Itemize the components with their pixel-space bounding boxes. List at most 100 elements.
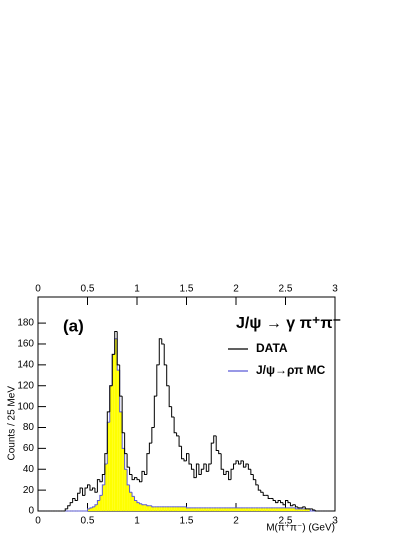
histogram-step (297, 506, 301, 509)
histogram-step (138, 479, 142, 483)
x-tick-label: 2.5 (279, 516, 293, 527)
histogram-bar (137, 502, 140, 511)
histogram-step (292, 504, 296, 506)
histogram-step (151, 505, 155, 508)
histogram-bar (196, 507, 199, 511)
histogram-bar (104, 464, 108, 511)
histogram-step (223, 469, 227, 475)
histogram-bar (94, 504, 98, 511)
histogram-bar (238, 507, 241, 511)
histogram-step (235, 460, 239, 465)
histogram-step (215, 435, 219, 451)
histogram-step (260, 490, 264, 493)
histogram-bar (114, 338, 118, 511)
histogram-step (101, 484, 105, 496)
histogram-step (129, 467, 133, 475)
x-tick-label-top: 0.5 (81, 284, 95, 295)
histogram-step (272, 498, 276, 502)
histogram-step (277, 500, 281, 503)
histogram-step (205, 464, 209, 472)
histogram-step (84, 487, 88, 496)
histogram-bar (231, 507, 234, 511)
histogram-step (257, 484, 261, 491)
histogram-step (91, 506, 95, 508)
histogram-step (136, 500, 140, 504)
histogram-step (218, 450, 222, 455)
histogram-bar (184, 506, 187, 511)
annotation: J/ψ → γ π⁺π⁻ (236, 315, 341, 332)
histogram-step (161, 338, 165, 345)
histogram-step (186, 453, 189, 461)
histogram-bar (206, 507, 209, 511)
x-tick-label: 1 (134, 516, 140, 527)
histogram-step (138, 502, 142, 505)
histogram-step (158, 338, 162, 365)
y-axis-label: Counts / 25 MeV (7, 386, 18, 461)
histogram-step (312, 508, 316, 511)
histogram-bar (213, 507, 217, 511)
histogram-step (96, 479, 100, 493)
histogram-bar (149, 505, 152, 511)
histogram-step (225, 470, 229, 475)
x-tick-label-top: 1 (134, 284, 140, 295)
histogram-bar (109, 385, 113, 511)
x-tick-label-top: 0 (35, 284, 41, 295)
panel-label: (a) (63, 316, 84, 335)
histogram-step (213, 435, 217, 444)
histogram-step (141, 503, 145, 506)
histogram-step (242, 460, 246, 468)
histogram-bar (159, 506, 162, 511)
histogram-bar (226, 507, 229, 511)
histogram-bar (124, 469, 128, 511)
histogram-step (106, 411, 110, 454)
histogram-bar (176, 506, 180, 511)
histogram-step (181, 446, 185, 460)
histogram-bar (216, 507, 219, 511)
x-tick-label: 3 (332, 516, 338, 527)
histogram-step (131, 492, 135, 497)
histogram-step (114, 330, 118, 355)
histogram-step (245, 463, 249, 468)
histogram-step (314, 509, 318, 512)
histogram-step (124, 432, 128, 455)
histogram-bar (245, 507, 249, 511)
histogram-step (171, 406, 175, 418)
histogram-bar (107, 422, 110, 511)
histogram-bar (208, 507, 212, 511)
histogram-bar (97, 500, 100, 511)
histogram-bar (92, 506, 95, 511)
histogram-step (156, 364, 160, 397)
histogram-bar (302, 508, 306, 511)
histogram-step (252, 474, 256, 481)
histogram-bar (253, 507, 256, 511)
histogram-step (124, 448, 128, 470)
y-tick-label: 40 (23, 464, 35, 475)
y-tick-label: 120 (17, 380, 34, 391)
histogram-step (116, 331, 120, 366)
histogram-step (99, 479, 103, 483)
histogram-bar (156, 506, 160, 511)
histogram-step (183, 458, 187, 462)
histogram-step (304, 506, 308, 510)
histogram-step (146, 504, 150, 507)
histogram-bar (236, 507, 239, 511)
histogram-bar (154, 506, 157, 511)
histogram-step (89, 484, 93, 491)
histogram-bar (99, 495, 103, 511)
histogram-bar (203, 507, 207, 511)
histogram-bar (181, 506, 185, 511)
histogram-step (309, 508, 313, 512)
histogram-bar (193, 507, 197, 511)
histogram-step (255, 479, 259, 486)
histogram-step (82, 488, 86, 496)
histogram-step (186, 506, 189, 509)
histogram-step (166, 364, 170, 387)
histogram-step (129, 484, 133, 493)
histogram-step (203, 463, 207, 470)
y-tick-label: 180 (17, 318, 34, 329)
y-tick-label: 0 (28, 506, 34, 517)
histogram-step (163, 343, 167, 366)
histogram-bar (283, 507, 286, 511)
histogram-bar (141, 504, 145, 511)
histogram-step (294, 507, 298, 510)
